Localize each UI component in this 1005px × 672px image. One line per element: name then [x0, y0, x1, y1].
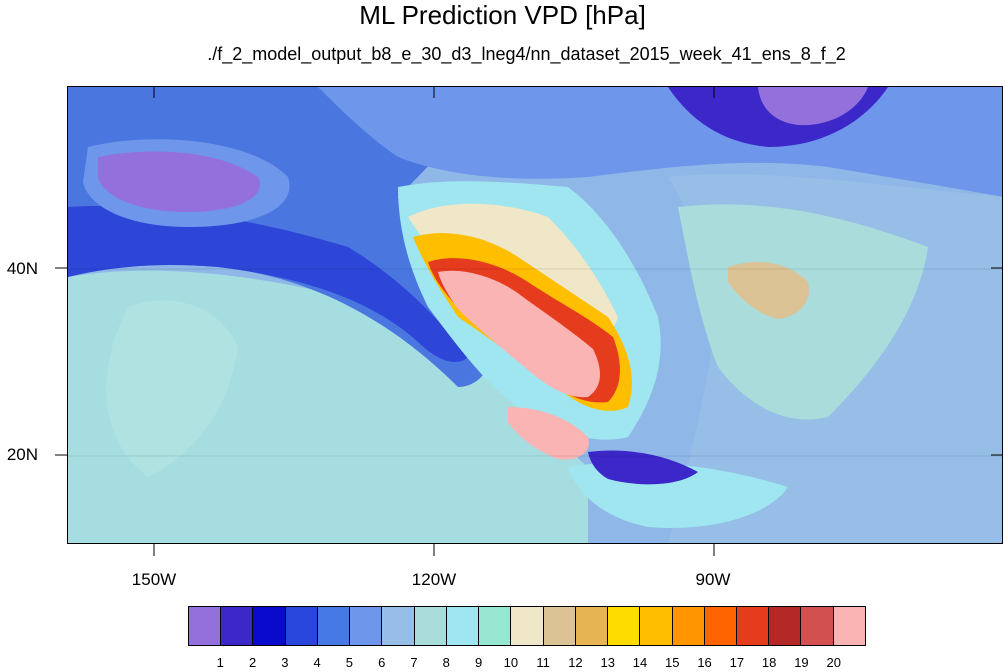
- colorbar-box: [446, 607, 480, 645]
- colorbar-box: [479, 607, 512, 645]
- colorbar-box: [317, 607, 351, 645]
- colorbar-label: 20: [826, 655, 841, 670]
- pacific-dark-band: [68, 206, 468, 362]
- colorbar-box: [704, 607, 737, 645]
- colorbar-label: 19: [794, 655, 809, 670]
- colorbar-box: [640, 607, 673, 645]
- colorbar-label: 18: [761, 655, 777, 670]
- colorbar-box: [253, 607, 286, 645]
- colorbar-box: [543, 607, 576, 645]
- lon-label-150w: 150W: [131, 570, 177, 589]
- colorbar-box: [801, 607, 834, 645]
- colorbar-box: [608, 607, 641, 645]
- colorbar-label: 11: [536, 655, 550, 670]
- colorbar-box: [414, 607, 447, 645]
- colorbar-label: 2: [248, 655, 257, 670]
- colorbar-box: [189, 607, 222, 645]
- gulf-dark-patch: [588, 450, 698, 485]
- southwest-pink-core: [438, 270, 600, 398]
- colorbar-box: [511, 607, 544, 645]
- east-us-patch: [678, 204, 928, 420]
- colorbar: [188, 606, 866, 646]
- map-title: ML Prediction VPD [hPa]: [359, 0, 646, 30]
- map-subtitle: ./f_2_model_output_b8_e_30_d3_lneg4/nn_d…: [207, 44, 846, 64]
- colorbar-box: [575, 607, 609, 645]
- lat-label-20n: 20N: [6, 445, 38, 464]
- colorbar-label: 8: [442, 655, 450, 670]
- colorbar-label: 7: [410, 655, 418, 670]
- vpd-field-svg: [68, 87, 1002, 543]
- colorbar-label: 12: [568, 655, 583, 670]
- colorbar-label: 14: [632, 655, 648, 670]
- colorbar-label: 16: [697, 655, 712, 670]
- colorbar-box: [672, 607, 705, 645]
- colorbar-label: 6: [378, 655, 386, 670]
- colorbar-box: [221, 607, 254, 645]
- mexico-pink: [508, 407, 589, 460]
- aleutian-low-patch: [98, 151, 260, 212]
- colorbar-label: 10: [503, 655, 519, 670]
- colorbar-label: 4: [313, 655, 321, 670]
- colorbar-box: [350, 607, 383, 645]
- colorbar-box: [769, 607, 802, 645]
- colorbar-label: 5: [345, 655, 354, 670]
- colorbar-label: 13: [600, 655, 615, 670]
- colorbar-label: 17: [729, 655, 745, 670]
- central-pacific-patch: [106, 300, 238, 477]
- colorbar-box: [285, 607, 318, 645]
- colorbar-label: 9: [474, 655, 483, 670]
- lon-label-90w: 90W: [695, 570, 731, 589]
- colorbar-box: [833, 607, 865, 645]
- vpd-map-panel: [67, 86, 1003, 544]
- hudson-bay-patch: [758, 87, 868, 126]
- colorbar-box: [736, 607, 770, 645]
- lat-label-40n: 40N: [6, 259, 38, 278]
- colorbar-label: 3: [281, 655, 289, 670]
- lon-label-120w: 120W: [411, 570, 457, 589]
- colorbar-label: 1: [216, 655, 224, 670]
- colorbar-box: [382, 607, 415, 645]
- colorbar-label: 15: [665, 655, 680, 670]
- appalachia-patch: [728, 262, 809, 319]
